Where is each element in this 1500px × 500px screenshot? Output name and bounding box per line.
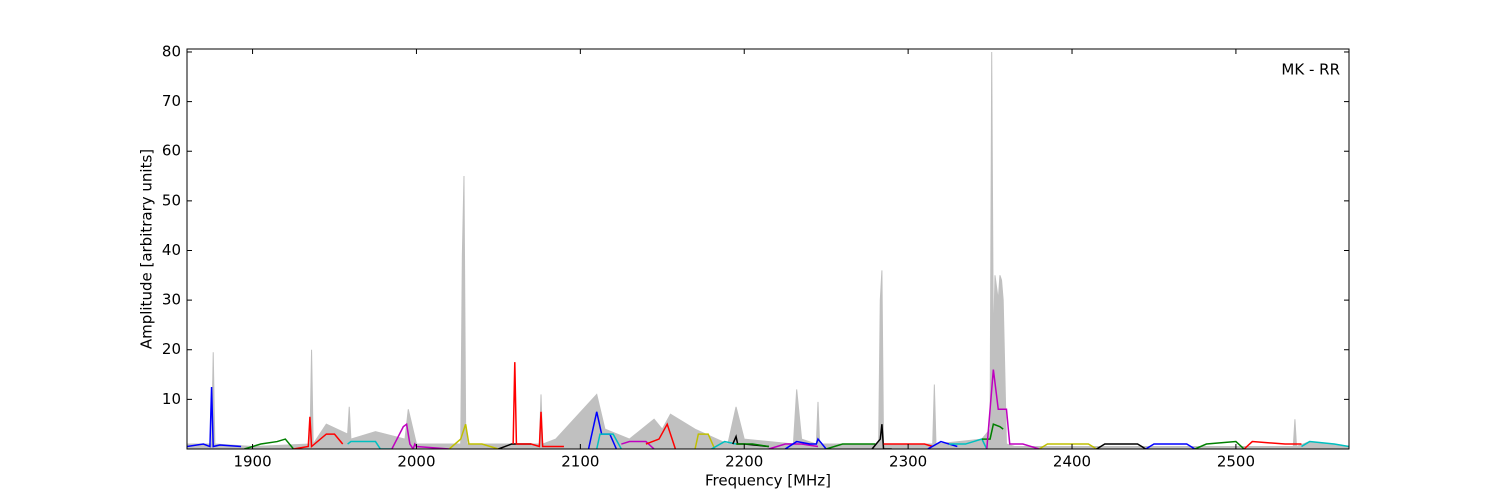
y-tick-label: 30 — [162, 291, 181, 309]
x-axis-label: Frequency [MHz] — [705, 472, 831, 490]
series-line — [871, 424, 892, 449]
y-tick-label: 50 — [162, 191, 181, 209]
y-tick-label: 70 — [162, 92, 181, 110]
x-tick-label: 2200 — [725, 453, 763, 471]
series-line — [986, 369, 1040, 449]
series-line — [883, 443, 933, 448]
series-line — [1096, 443, 1147, 449]
annotation: MK - RR — [1281, 61, 1340, 79]
series-line — [825, 443, 876, 449]
series-line — [736, 443, 769, 448]
series-line — [347, 440, 392, 449]
y-tick-label: 20 — [162, 340, 181, 358]
series-line — [949, 438, 988, 449]
series-line — [1194, 440, 1245, 449]
series-line — [784, 437, 827, 449]
x-tick-label: 2400 — [1053, 453, 1091, 471]
series-line — [448, 423, 499, 449]
series-line — [645, 422, 677, 449]
series-line — [621, 440, 655, 449]
axes-frame — [186, 48, 1350, 450]
spectrum-area — [187, 51, 1349, 449]
series-line — [1301, 440, 1349, 448]
series-line — [293, 416, 344, 449]
y-tick-label: 40 — [162, 241, 181, 259]
series-line — [694, 433, 716, 449]
y-tick-label: 60 — [162, 142, 181, 160]
series-line — [512, 362, 564, 448]
y-tick-label: 10 — [162, 390, 181, 408]
series-line — [927, 440, 958, 449]
series-line — [1243, 440, 1302, 449]
series-line — [1038, 443, 1097, 449]
x-tick-label: 2300 — [889, 453, 927, 471]
series-line — [1145, 443, 1196, 449]
x-tick-label: 1900 — [233, 453, 271, 471]
series-line — [187, 386, 242, 448]
x-tick-label: 2000 — [397, 453, 435, 471]
plot-area — [187, 51, 1349, 449]
series-line — [244, 438, 295, 449]
series-line — [595, 433, 622, 449]
x-tick-label: 2500 — [1217, 453, 1255, 471]
series-line — [711, 440, 737, 449]
x-tick-label: 2100 — [561, 453, 599, 471]
y-axis-label: Amplitude [arbitrary units] — [138, 149, 156, 349]
y-tick-label: 80 — [162, 42, 181, 60]
